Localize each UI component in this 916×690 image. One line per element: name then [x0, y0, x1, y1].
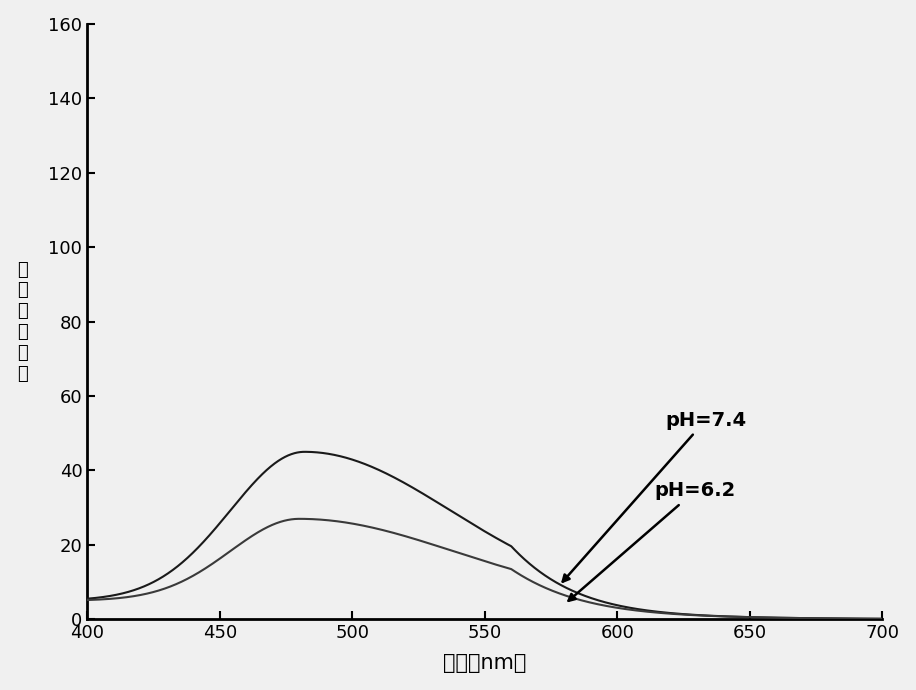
Y-axis label: 相
对
荔
光
强
度: 相 对 荔 光 强 度	[16, 261, 27, 382]
Text: pH=7.4: pH=7.4	[562, 411, 747, 582]
Text: pH=6.2: pH=6.2	[569, 482, 736, 601]
X-axis label: 波长（nm）: 波长（nm）	[443, 653, 527, 673]
